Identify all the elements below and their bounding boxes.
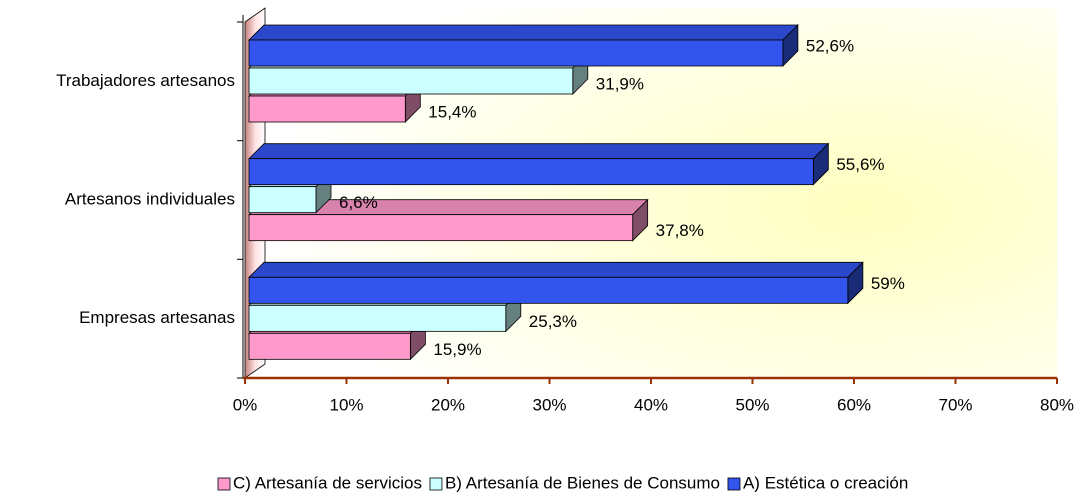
x-tick-label: 10% — [329, 395, 363, 414]
bar-top — [248, 143, 830, 160]
legend-swatch — [217, 477, 231, 491]
value-label: 55,6% — [836, 155, 884, 174]
value-label: 15,4% — [428, 102, 476, 121]
bar — [248, 158, 814, 186]
value-label: 25,3% — [529, 312, 577, 331]
bar-top — [248, 261, 864, 278]
value-label: 59% — [871, 274, 905, 293]
x-tick-label: 30% — [532, 395, 566, 414]
bar — [248, 304, 507, 332]
category-label: Empresas artesanas — [79, 308, 235, 327]
legend-label: B) Artesanía de Bienes de Consumo — [445, 473, 720, 492]
x-tick-label: 70% — [938, 395, 972, 414]
value-label: 15,9% — [433, 340, 481, 359]
value-label: 6,6% — [339, 193, 378, 212]
legend-label: A) Estética o creación — [743, 473, 908, 492]
legend-label: C) Artesanía de servicios — [233, 473, 422, 492]
bar — [248, 39, 784, 67]
bar — [248, 67, 574, 95]
x-tick-label: 0% — [233, 395, 258, 414]
bar — [248, 214, 634, 242]
x-tick-label: 20% — [431, 395, 465, 414]
x-tick-label: 80% — [1040, 395, 1074, 414]
x-tick-label: 50% — [735, 395, 769, 414]
bar — [248, 186, 317, 214]
bar — [248, 276, 849, 304]
legend-swatch — [429, 477, 443, 491]
bar — [248, 95, 406, 123]
bar — [248, 332, 411, 360]
legend-swatch — [727, 477, 741, 491]
bar-top — [248, 24, 799, 41]
value-label: 37,8% — [656, 221, 704, 240]
value-label: 31,9% — [596, 74, 644, 93]
category-label: Trabajadores artesanos — [56, 71, 235, 90]
category-label: Artesanos individuales — [65, 189, 235, 208]
x-tick-label: 40% — [634, 395, 668, 414]
x-tick-label: 60% — [837, 395, 871, 414]
value-label: 52,6% — [806, 36, 854, 55]
